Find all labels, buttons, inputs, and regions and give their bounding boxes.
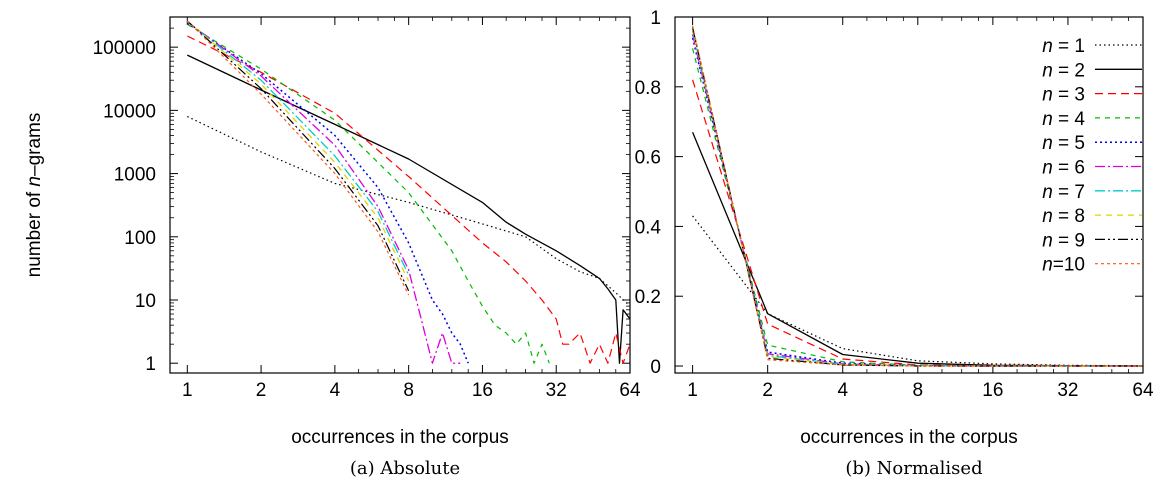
b-xtick-label: 2	[762, 380, 773, 401]
a-series-line-4	[186, 23, 550, 364]
a-ytick-label: 100000	[93, 38, 156, 59]
a-ytick-label: 1000	[114, 165, 156, 186]
a-series-line-8	[186, 20, 410, 282]
a-plot-frame	[169, 16, 631, 374]
a-series-line-5	[186, 22, 469, 364]
a-series-line-7	[186, 20, 410, 276]
legend-label-1: n = 1	[1042, 36, 1085, 57]
a-xtick-label: 2	[256, 380, 267, 401]
b-xtick-label: 8	[913, 380, 924, 401]
a-series-line-1	[187, 115, 631, 307]
legend-label-8: n = 8	[1042, 206, 1085, 227]
b-xtick-label: 16	[982, 380, 1003, 401]
b-series-line-10	[692, 25, 1143, 367]
chart-absolute: 1 2 4 8 16 32 64 1 10 100 1000 10000 100000 occurrenc…	[24, 16, 641, 479]
a-ytick-label: 100	[124, 228, 156, 249]
a-xtick-label: 1	[182, 380, 193, 401]
chart-normalised: 1 2 4 8 16 32 64 0 0.2 0.4 0.6 0.8 1 occurrences in t…	[635, 8, 1154, 479]
a-series-line-10	[186, 20, 410, 296]
b-ytick-label: 0.4	[635, 217, 662, 238]
b-ytick-label: 0.2	[635, 287, 661, 308]
a-xtick-label: 16	[472, 380, 493, 401]
legend-label-2: n = 2	[1042, 60, 1085, 81]
a-ytick-label: 10	[135, 291, 156, 312]
b-caption: (b) Normalised	[845, 458, 982, 479]
a-xtick-label: 4	[330, 380, 341, 401]
b-ytick-label: 0	[650, 357, 661, 378]
a-ylabel-prefix: number of	[24, 187, 45, 278]
a-xlabel: occurrences in the corpus	[291, 427, 509, 448]
legend-label-4: n = 4	[1042, 109, 1085, 130]
a-series-line-6	[186, 21, 461, 364]
legend-label-9: n = 9	[1042, 230, 1085, 251]
a-series-line-9	[186, 20, 410, 292]
a-xtick-label: 8	[403, 380, 414, 401]
a-ylabel-suffix: –grams	[24, 113, 45, 176]
a-ylabel-italic: n	[24, 176, 45, 187]
b-xtick-label: 1	[687, 380, 698, 401]
b-xtick-label: 32	[1057, 380, 1078, 401]
a-ylabel: number of n–grams	[24, 113, 45, 278]
b-xtick-label: 4	[837, 380, 848, 401]
a-xtick-label: 64	[619, 380, 641, 401]
a-xtick-label: 32	[546, 380, 567, 401]
legend-label-7: n = 7	[1042, 182, 1085, 203]
legend-label-3: n = 3	[1042, 85, 1085, 106]
a-series-line-3	[187, 35, 631, 364]
b-plot-frame	[674, 16, 1144, 374]
legend: n = 1 n = 2 n = 3 n = 4 n = 5 n = 6 n = 7 n = 8…	[1042, 36, 1142, 276]
legend-label-5: n = 5	[1042, 133, 1085, 154]
b-ytick-label: 0.6	[635, 148, 661, 169]
b-ytick-label: 0.8	[635, 78, 661, 99]
b-xlabel: occurrences in the corpus	[800, 427, 1018, 448]
b-xtick-label: 64	[1132, 380, 1154, 401]
a-ytick-label: 10000	[103, 101, 156, 122]
legend-label-10: n=10	[1042, 255, 1085, 276]
a-caption: (a) Absolute	[350, 458, 460, 479]
b-ytick-label: 1	[650, 8, 661, 29]
a-series-line-2	[187, 54, 631, 364]
legend-label-6: n = 6	[1042, 158, 1085, 179]
a-ytick-label: 1	[145, 354, 156, 375]
